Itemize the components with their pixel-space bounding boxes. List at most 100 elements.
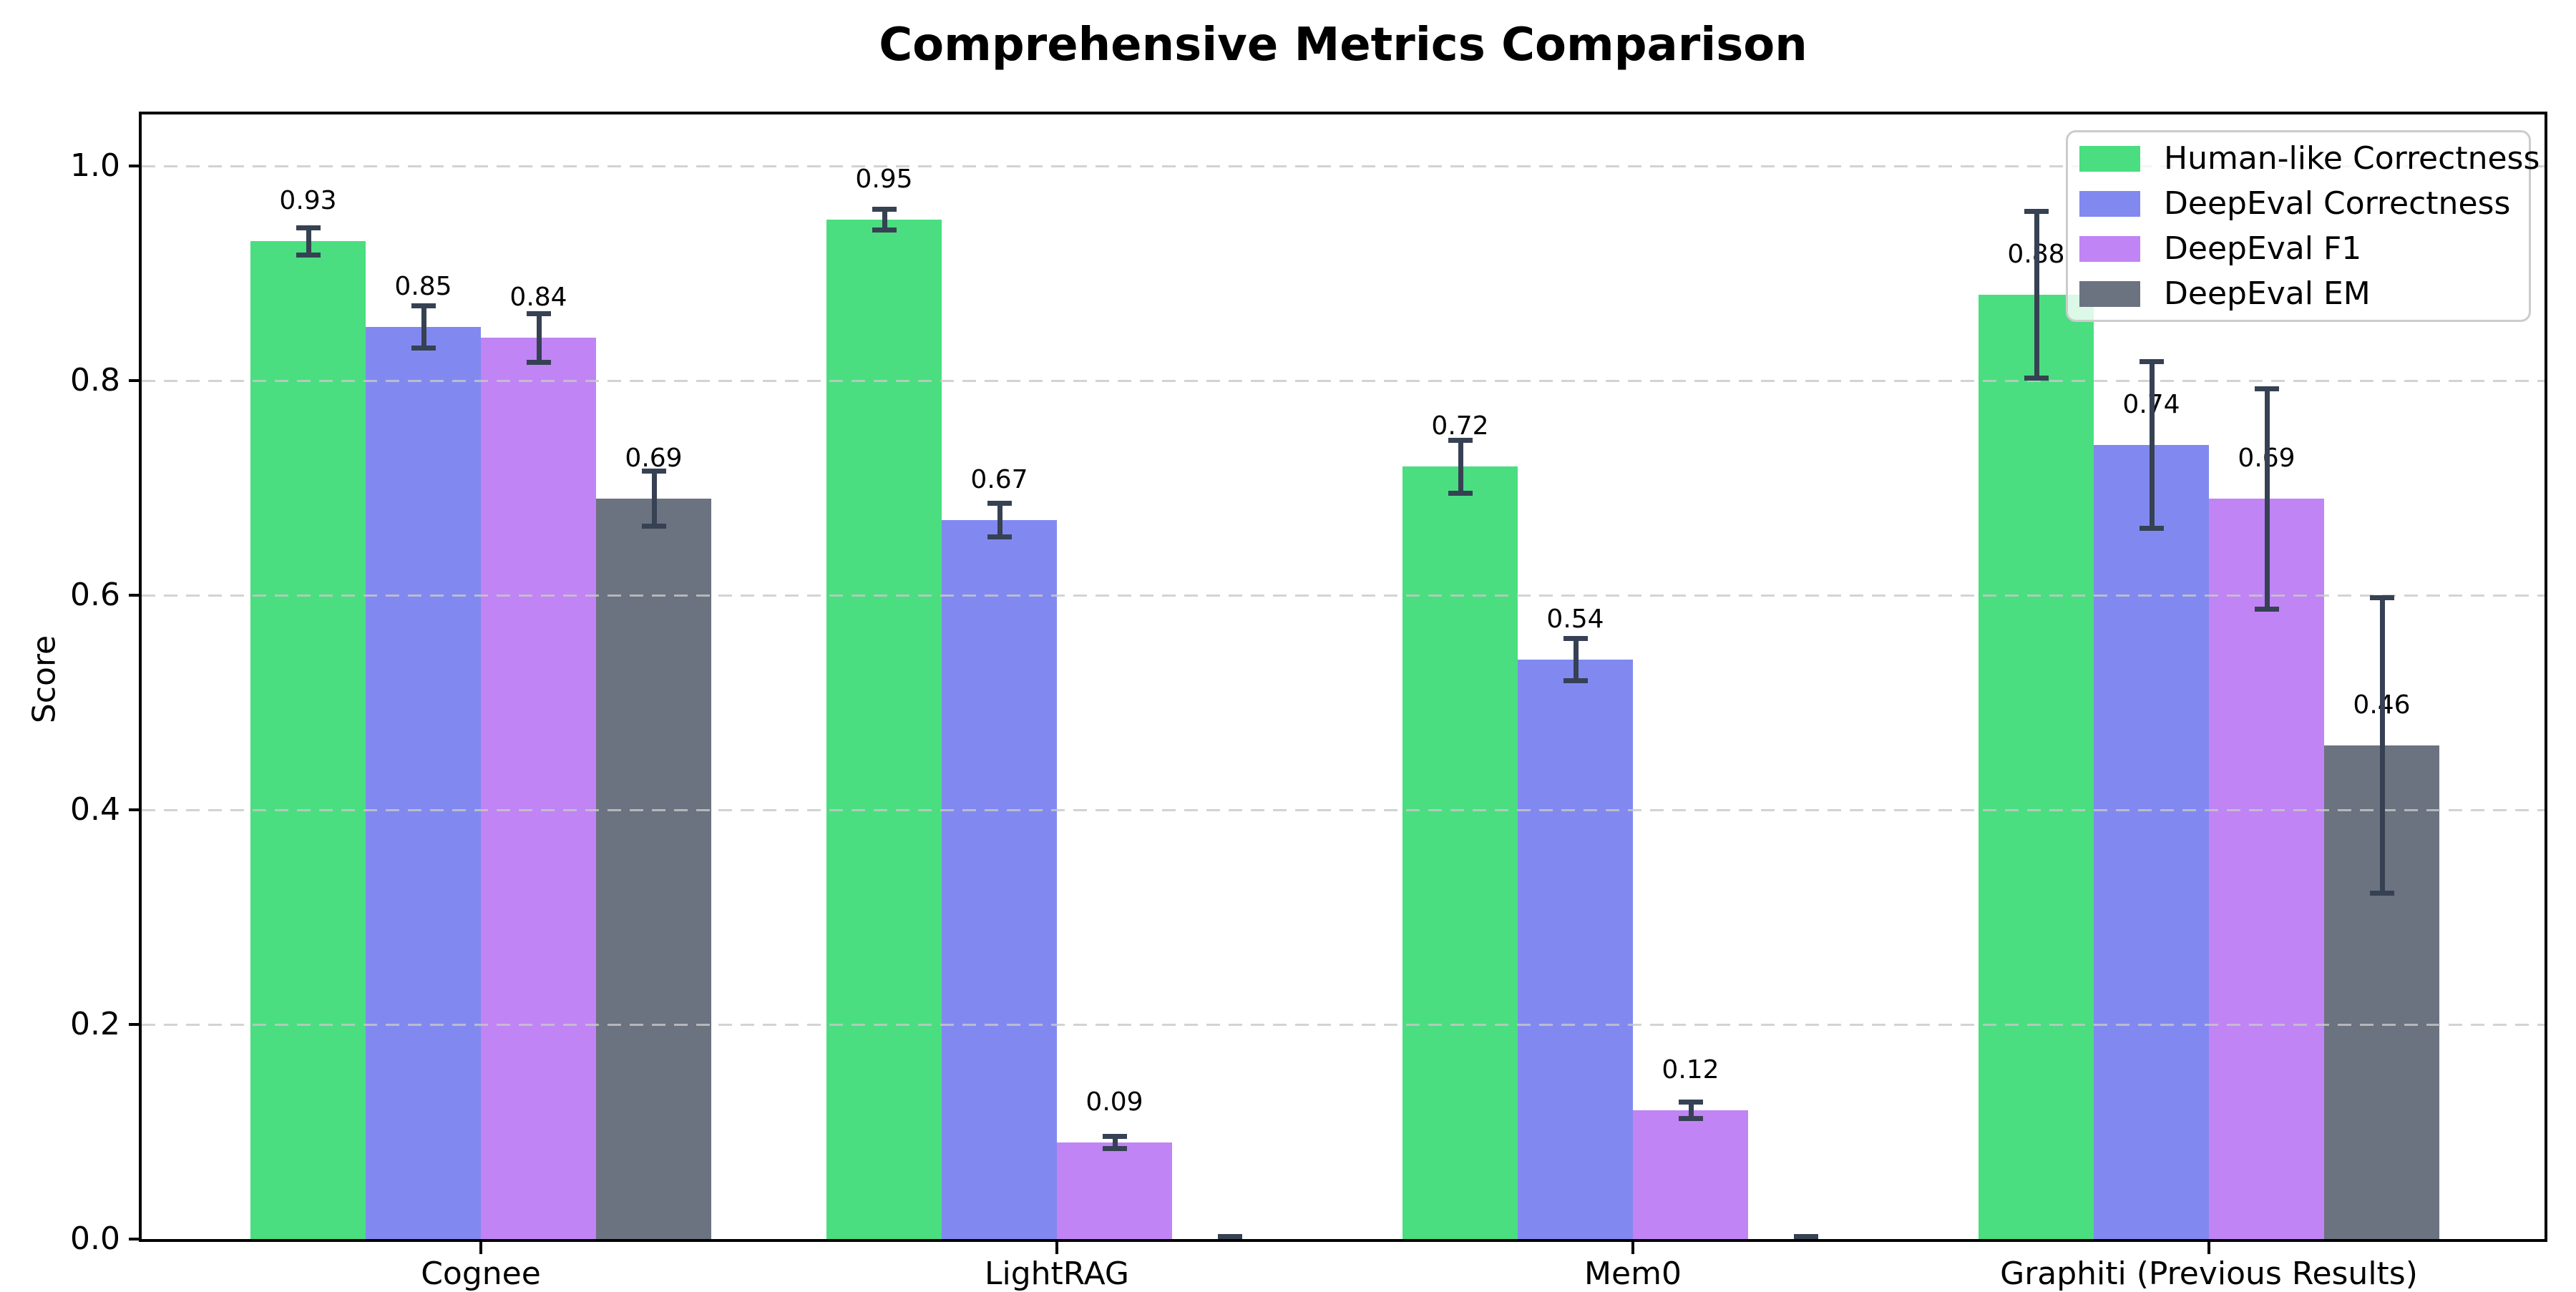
error-bar-cap-top (641, 469, 666, 474)
bar-value-label: 0.12 (1662, 1055, 1719, 1085)
legend-label: DeepEval F1 (2164, 230, 2362, 267)
legend-label: DeepEval Correctness (2164, 185, 2511, 222)
bar-value-label: 0.84 (509, 283, 567, 312)
bar-value-label: 0.09 (1085, 1087, 1143, 1117)
x-tick-mark (479, 1242, 482, 1254)
y-tick-label-0.0: 0.0 (70, 1220, 120, 1257)
bar-Cognee-DeepEval F1 (481, 338, 596, 1239)
error-bar-cap-top (1102, 1134, 1127, 1139)
error-bar-cap-bottom (641, 524, 666, 529)
x-tick-mark (1055, 1242, 1058, 1254)
error-bar-line (1458, 437, 1463, 496)
error-bar-cap-bottom (1678, 1116, 1703, 1121)
error-bar-line (536, 310, 542, 365)
error-bar-cap-bottom (1448, 490, 1473, 496)
error-bar-cap-top (2254, 386, 2279, 391)
bar-LightRAG-DeepEval Correctness (942, 520, 1057, 1239)
error-bar-cap-top (2139, 359, 2164, 364)
y-tick-mark (129, 808, 142, 811)
bar-value-label: 0.93 (279, 186, 337, 215)
bar-Graphiti (Previous Results)-DeepEval F1 (2209, 499, 2324, 1239)
bar-value-label: 0.95 (855, 165, 913, 194)
legend-item-Human-like Correctness: Human-like Correctness (2068, 136, 2540, 181)
error-bar-cap-bottom (411, 346, 436, 351)
bar-LightRAG-DeepEval F1 (1057, 1142, 1172, 1239)
error-bar-line (2034, 209, 2039, 381)
x-tick-label-Cognee: Cognee (421, 1256, 541, 1292)
legend-item-DeepEval EM: DeepEval EM (2068, 271, 2529, 316)
error-bar-line (2149, 359, 2155, 531)
error-bar-cap-bottom (1102, 1146, 1127, 1151)
x-tick-mark (1631, 1242, 1634, 1254)
bar-LightRAG-Human-like Correctness (826, 220, 942, 1239)
error-bar-cap-top (1448, 437, 1473, 443)
y-tick-mark (129, 165, 142, 167)
bar-Mem0-DeepEval F1 (1633, 1110, 1748, 1239)
error-bar-cap-top (526, 310, 551, 316)
bar-value-label: 0.85 (394, 272, 452, 301)
x-tick-mark (2207, 1242, 2210, 1254)
gridline-0.4 (142, 809, 2545, 811)
error-bar-cap-top (872, 207, 897, 212)
error-bar-cap-top (296, 225, 321, 230)
error-bar-cap-bottom (1794, 1240, 1818, 1243)
y-tick-label-1.0: 1.0 (70, 147, 120, 184)
error-bar-cap-bottom (1563, 678, 1588, 683)
y-tick-mark (129, 379, 142, 382)
bar-Cognee-Human-like Correctness (250, 241, 366, 1239)
bar-Graphiti (Previous Results)-DeepEval Correctness (2094, 445, 2209, 1239)
bar-Mem0-Human-like Correctness (1402, 466, 1518, 1239)
error-bar-cap-bottom (2139, 526, 2164, 531)
error-bar-line (882, 207, 887, 233)
error-bar-cap-top (1678, 1100, 1703, 1105)
bar-Cognee-DeepEval EM (596, 499, 711, 1239)
error-bar-line (2264, 386, 2270, 612)
error-bar-line (1688, 1100, 1694, 1121)
y-axis-label: Score (26, 635, 63, 724)
error-bar-cap-top (2024, 209, 2049, 214)
legend-swatch (2079, 280, 2140, 307)
legend-swatch (2079, 145, 2140, 172)
error-bar-cap-top (1563, 636, 1588, 641)
gridline-0.2 (142, 1024, 2545, 1026)
error-bar-cap-top (987, 501, 1012, 506)
plot-area: 0.93 0.85 0.84 0.69 0.95 0.67 0.09 0.72 0.54 0.12… (139, 112, 2547, 1242)
gridline-0.6 (142, 594, 2545, 597)
x-tick-label-Graphiti (Previous Results): Graphiti (Previous Results) (2000, 1256, 2418, 1292)
error-bar-line (421, 303, 426, 351)
y-tick-label-0.2: 0.2 (70, 1006, 120, 1042)
error-bar-cap-bottom (2024, 376, 2049, 381)
error-bar-cap-top (1793, 1233, 1818, 1239)
gridline-0.8 (142, 380, 2545, 382)
legend-swatch (2079, 235, 2140, 262)
bar-Mem0-DeepEval Correctness (1518, 660, 1633, 1239)
error-bar-cap-bottom (526, 359, 551, 365)
error-bar-cap-top (411, 303, 436, 308)
error-bar-cap-top (2369, 595, 2394, 600)
legend-item-DeepEval F1: DeepEval F1 (2068, 226, 2529, 271)
chart-title: Comprehensive Metrics Comparison (879, 19, 1807, 72)
error-bar-cap-bottom (987, 534, 1012, 539)
x-tick-label-LightRAG: LightRAG (984, 1256, 1130, 1292)
legend-swatch (2079, 190, 2140, 217)
bar-Cognee-DeepEval Correctness (366, 327, 481, 1239)
legend-label: DeepEval EM (2164, 275, 2371, 312)
error-bar-cap-bottom (1218, 1240, 1242, 1243)
bar-value-label: 0.67 (970, 465, 1028, 494)
bar-value-label: 0.54 (1546, 605, 1604, 634)
error-bar-line (651, 469, 657, 529)
legend-label: Human-like Correctness (2164, 140, 2540, 177)
error-bar-line (306, 225, 311, 258)
error-bar-cap-bottom (2369, 891, 2394, 896)
error-bar-cap-top (1217, 1233, 1242, 1239)
legend-item-DeepEval Correctness: DeepEval Correctness (2068, 181, 2529, 226)
x-tick-label-Mem0: Mem0 (1584, 1256, 1682, 1292)
bar-value-label: 0.72 (1431, 411, 1489, 441)
error-bar-cap-bottom (2254, 606, 2279, 612)
y-tick-label-0.6: 0.6 (70, 577, 120, 613)
error-bar-line (2379, 595, 2385, 896)
error-bar-line (997, 501, 1002, 539)
bar-value-label: 0.69 (625, 444, 683, 473)
legend: Human-like Correctness DeepEval Correctne… (2066, 130, 2540, 322)
